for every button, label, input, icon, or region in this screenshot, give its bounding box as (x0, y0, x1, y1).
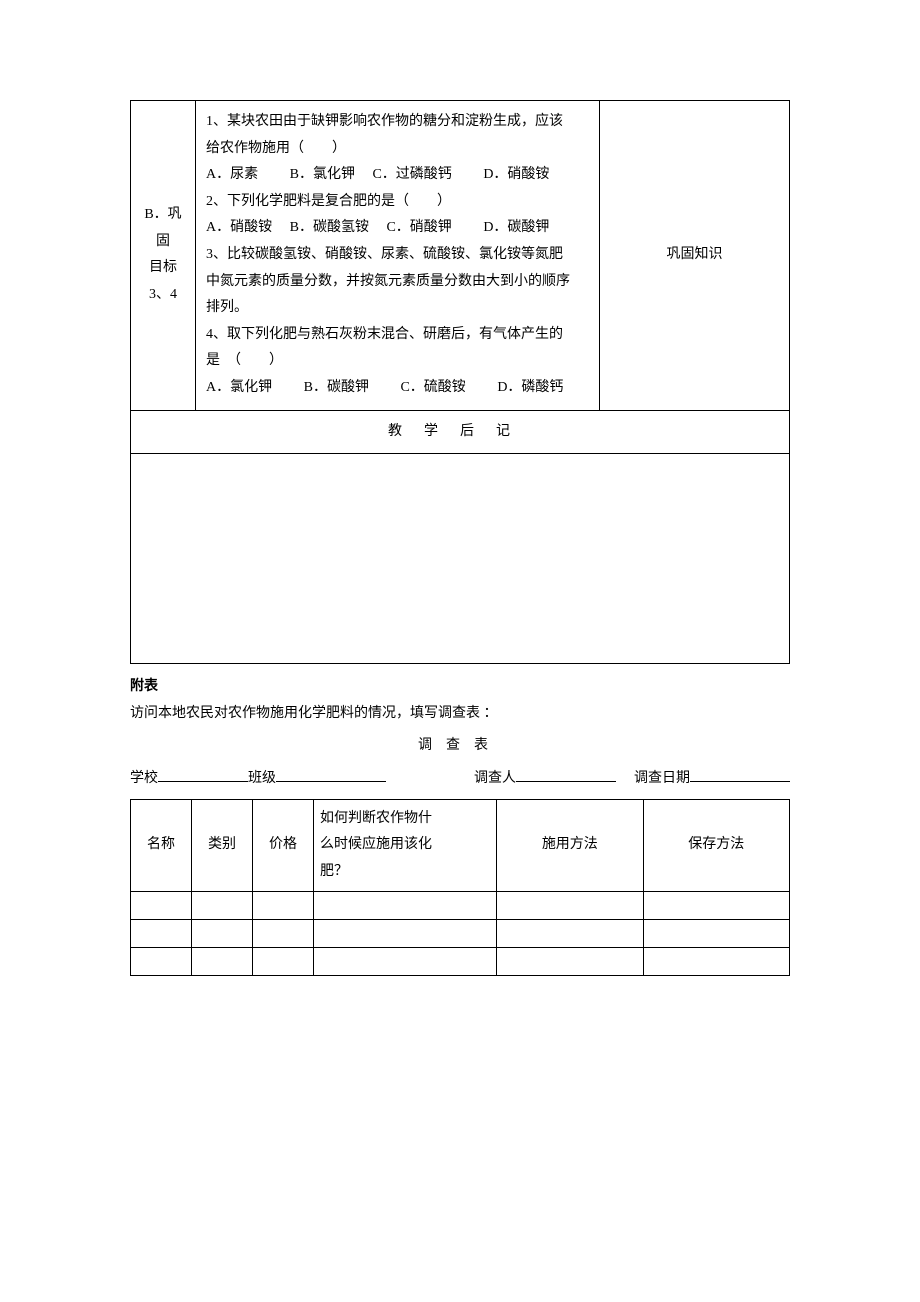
side-note-cell: 巩固知识 (600, 101, 790, 411)
survey-data-row (131, 920, 790, 948)
postscript-text: 教学后记 (388, 424, 532, 439)
appendix-label: 附表 (130, 674, 790, 701)
postscript-row: 教学后记 (131, 410, 790, 454)
school-underline (158, 768, 248, 782)
survey-col-price: 价格 (253, 799, 314, 892)
survey-col-judge-l3: 肥？ (320, 859, 490, 886)
q1-stem-line1: 1、某块农田由于缺钾影响农作物的糖分和淀粉生成，应该 (206, 109, 589, 136)
survey-col-name: 名称 (131, 799, 192, 892)
q4-option-a: A．氯化钾 (206, 380, 272, 395)
class-field: 班级 (248, 766, 386, 793)
investigator-underline (516, 768, 616, 782)
q4-line1: 4、取下列化肥与熟石灰粉末混合、研磨后，有气体产生的 (206, 322, 589, 349)
empty-block-cell (131, 454, 790, 664)
q3-line2: 中氮元素的质量分数，并按氮元素质量分数由大到小的顺序 (206, 269, 589, 296)
q1-options: A．尿素 B．氯化钾 C．过磷酸钙 D．硝酸铵 (206, 162, 589, 189)
row-label-line1: B．巩固 (141, 202, 185, 255)
school-label: 学校 (130, 766, 158, 793)
appendix-section: 附表 访问本地农民对农作物施用化学肥料的情况，填写调查表 ： 调查表 学校 班级… (130, 674, 790, 976)
row-label-line2: 目标 3、4 (141, 255, 185, 308)
survey-col-apply: 施用方法 (497, 799, 643, 892)
q2-stem: 2、下列化学肥料是复合肥的是（ ） (206, 189, 589, 216)
date-label: 调查日期 (634, 766, 690, 793)
school-field: 学校 (130, 766, 248, 793)
q3-line3: 排列。 (206, 295, 589, 322)
q1-stem-line2: 给农作物施用（ ） (206, 136, 589, 163)
q1-option-c: C．过磷酸钙 (372, 167, 451, 182)
q2-option-b: B．碳酸氢铵 (290, 220, 369, 235)
survey-title: 调查表 (130, 733, 790, 760)
survey-table: 名称 类别 价格 如何判断农作物什 么时候应施用该化 肥？ 施用方法 保存方法 (130, 799, 790, 977)
q1-option-d: D．硝酸铵 (483, 167, 549, 182)
q2-options: A．硝酸铵 B．碳酸氢铵 C．硝酸钾 D．碳酸钾 (206, 215, 589, 242)
survey-data-row (131, 892, 790, 920)
content-row: B．巩固 目标 3、4 1、某块农田由于缺钾影响农作物的糖分和淀粉生成，应该 给… (131, 101, 790, 411)
survey-form-line: 学校 班级 调查人 调查日期 (130, 766, 790, 793)
q3-line1: 3、比较碳酸氢铵、硝酸铵、尿素、硫酸铵、氯化铵等氮肥 (206, 242, 589, 269)
side-note-text: 巩固知识 (667, 247, 723, 262)
date-field: 调查日期 (634, 766, 790, 793)
page-root: B．巩固 目标 3、4 1、某块农田由于缺钾影响农作物的糖分和淀粉生成，应该 给… (0, 0, 920, 1302)
class-label: 班级 (248, 766, 276, 793)
class-underline (276, 768, 386, 782)
empty-block-row (131, 454, 790, 664)
postscript-cell: 教学后记 (131, 410, 790, 454)
q4-option-b: B．碳酸钾 (304, 380, 369, 395)
appendix-intro: 访问本地农民对农作物施用化学肥料的情况，填写调查表 ： (130, 701, 790, 728)
q1-option-b: B．氯化钾 (290, 167, 355, 182)
q4-option-c: C．硫酸铵 (400, 380, 465, 395)
survey-col-judge-l2: 么时候应施用该化 (320, 832, 490, 859)
q2-option-c: C．硝酸钾 (386, 220, 451, 235)
row-label-cell: B．巩固 目标 3、4 (131, 101, 196, 411)
main-lesson-table: B．巩固 目标 3、4 1、某块农田由于缺钾影响农作物的糖分和淀粉生成，应该 给… (130, 100, 790, 664)
survey-col-type: 类别 (192, 799, 253, 892)
survey-col-store: 保存方法 (643, 799, 789, 892)
q4-line2: 是 （ ） (206, 348, 589, 375)
questions-cell: 1、某块农田由于缺钾影响农作物的糖分和淀粉生成，应该 给农作物施用（ ） A．尿… (196, 101, 600, 411)
q4-option-d: D．磷酸钙 (497, 380, 563, 395)
investigator-field: 调查人 (474, 766, 616, 793)
survey-col-judge-l1: 如何判断农作物什 (320, 806, 490, 833)
q1-option-a: A．尿素 (206, 167, 258, 182)
q2-option-d: D．碳酸钾 (483, 220, 549, 235)
investigator-label: 调查人 (474, 766, 516, 793)
survey-header-row: 名称 类别 价格 如何判断农作物什 么时候应施用该化 肥？ 施用方法 保存方法 (131, 799, 790, 892)
survey-col-judge: 如何判断农作物什 么时候应施用该化 肥？ (314, 799, 497, 892)
q2-option-a: A．硝酸铵 (206, 220, 272, 235)
q4-options: A．氯化钾 B．碳酸钾 C．硫酸铵 D．磷酸钙 (206, 375, 589, 402)
date-underline (690, 768, 790, 782)
survey-data-row (131, 948, 790, 976)
